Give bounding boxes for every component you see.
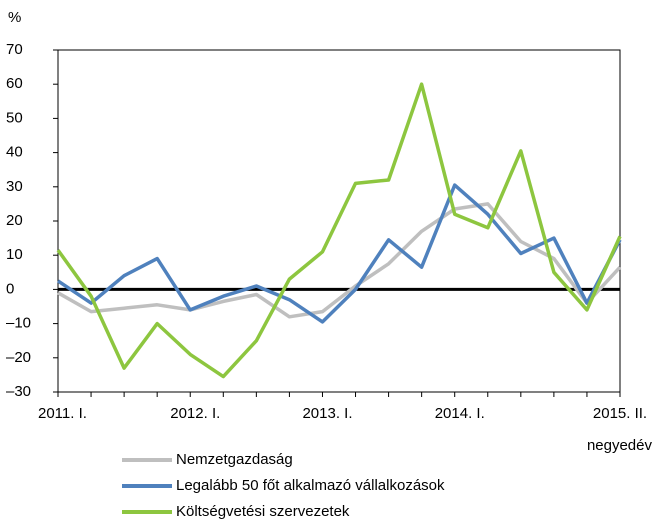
y-tick-label: –10 [6,315,31,332]
legend-label: Költségvetési szervezetek [176,503,350,520]
y-tick-label: 40 [6,144,23,161]
x-tick-label: 2013. I. [302,405,352,422]
y-tick-label: 10 [6,246,23,263]
y-tick-label: 0 [6,280,14,297]
y-tick-label: –20 [6,349,31,366]
x-tick-label: 2014. I. [435,405,485,422]
x-tick-label: 2012. I. [170,405,220,422]
y-unit: % [8,9,21,26]
x-tick-label: 2015. II. [593,405,647,422]
y-tick-label: 50 [6,109,23,126]
legend-label: Nemzetgazdaság [176,451,293,468]
series-line [57,202,622,319]
y-tick-label: 20 [6,212,23,229]
series-line [57,183,622,324]
legend-label: Legalább 50 főt alkalmazó vállalkozások [176,477,445,494]
y-tick-label: 70 [6,41,23,58]
y-tick-label: 30 [6,178,23,195]
x-tick-label: 2011. I. [38,405,87,422]
y-tick-label: 60 [6,75,23,92]
y-tick-label: –30 [6,383,31,400]
x-axis-label: negyedév [587,437,653,454]
series-line [56,82,622,379]
